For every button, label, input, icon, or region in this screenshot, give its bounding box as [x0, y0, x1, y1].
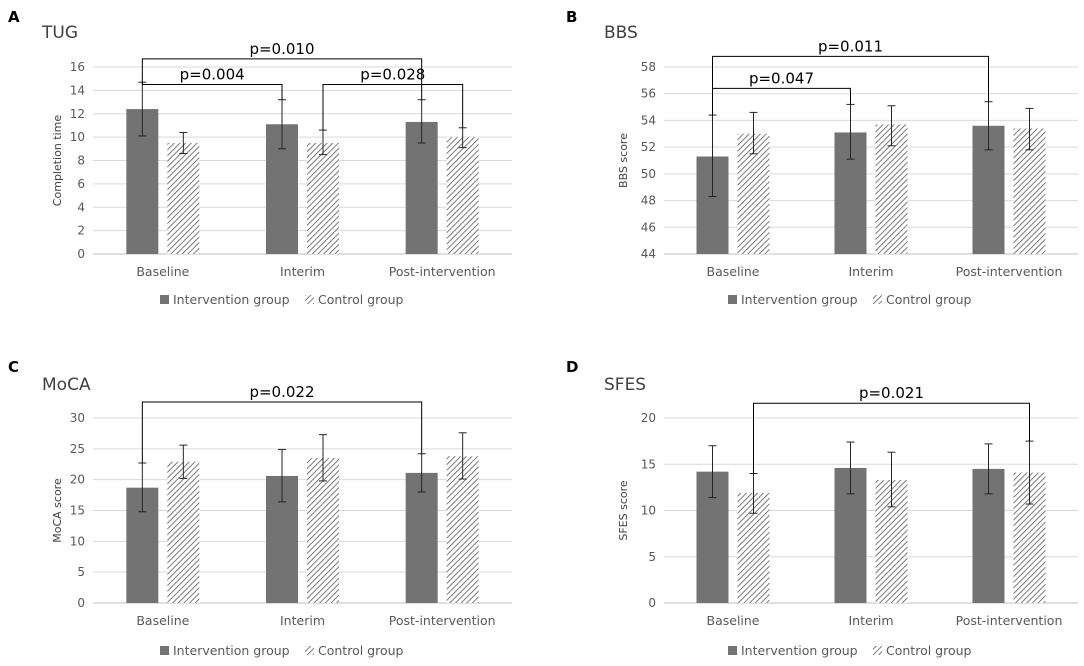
legend-swatch-intervention	[160, 646, 169, 655]
legend-swatch-control	[873, 646, 882, 655]
y-tick-label: 10	[641, 504, 656, 518]
x-tick-label: Baseline	[707, 264, 760, 279]
p-value-label: p=0.021	[859, 384, 924, 402]
y-tick-label: 15	[70, 504, 85, 518]
x-tick-label: Post-intervention	[389, 613, 496, 628]
y-tick-label: 5	[648, 550, 656, 564]
y-tick-label: 20	[70, 473, 85, 487]
y-tick-label: 6	[77, 177, 85, 191]
x-tick-label: Post-intervention	[956, 613, 1063, 628]
legend-label-intervention: Intervention group	[173, 643, 290, 658]
significance-bracket	[141, 58, 423, 100]
x-tick-label: Post-intervention	[389, 264, 496, 279]
significance-bracket	[712, 55, 989, 116]
bar-control	[167, 142, 200, 254]
y-tick-label: 10	[70, 130, 85, 144]
y-tick-label: 10	[70, 534, 85, 548]
significance-bracket	[712, 87, 851, 116]
bar-control	[167, 461, 200, 603]
y-tick-label: 50	[641, 167, 656, 181]
legend-label-intervention: Intervention group	[741, 292, 858, 307]
x-tick-label: Interim	[849, 613, 894, 628]
y-tick-label: 54	[641, 113, 656, 127]
x-tick-label: Baseline	[136, 613, 189, 628]
panel-letter: D	[566, 358, 578, 376]
y-tick-label: 15	[641, 457, 656, 471]
chart-panel-c: C MoCA 0 5 10 15 20 25 30 MoCA score Baseline Inter…	[8, 358, 512, 658]
y-tick-label: 30	[70, 411, 85, 425]
chart-title: TUG	[41, 23, 78, 43]
y-axis-title: BBS score	[617, 133, 630, 188]
significance-bracket	[753, 402, 1030, 474]
y-axis-title: MoCA score	[51, 478, 64, 543]
y-tick-label: 20	[641, 411, 656, 425]
legend-label-control: Control group	[318, 643, 404, 658]
p-value-label: p=0.011	[818, 37, 883, 55]
y-tick-label: 44	[641, 247, 656, 261]
x-tick-label: Post-intervention	[956, 264, 1063, 279]
panel-letter: C	[8, 358, 19, 376]
legend-swatch-intervention	[728, 295, 737, 304]
chart-title: MoCA	[42, 375, 91, 395]
bar-control	[307, 458, 339, 603]
legend-swatch-intervention	[728, 646, 737, 655]
chart-panel-d: D SFES 0 5 10 15 20 SFES score Baseline Interim Po…	[566, 358, 1078, 658]
y-tick-label: 52	[641, 140, 656, 154]
x-tick-label: Interim	[280, 264, 325, 279]
legend-swatch-control	[873, 295, 882, 304]
y-tick-label: 16	[70, 60, 85, 74]
chart-panel-b: B BBS 44 46 48 50 52 54 56 58 BBS score Baseline Int…	[566, 8, 1078, 307]
y-tick-label: 4	[77, 200, 85, 214]
chart-title: SFES	[604, 375, 646, 395]
significance-bracket	[141, 401, 423, 464]
y-tick-label: 0	[77, 247, 85, 261]
chart-title: BBS	[604, 23, 638, 43]
legend-label-intervention: Intervention group	[741, 643, 858, 658]
significance-bracket	[322, 84, 464, 131]
x-tick-label: Baseline	[707, 613, 760, 628]
legend-label-control: Control group	[318, 292, 404, 307]
legend-swatch-intervention	[160, 295, 169, 304]
x-tick-label: Interim	[849, 264, 894, 279]
y-tick-label: 56	[641, 87, 656, 101]
y-axis-title: Completion time	[51, 115, 64, 207]
bar-control	[307, 142, 339, 254]
y-tick-label: 46	[641, 220, 656, 234]
y-tick-label: 25	[70, 442, 85, 456]
legend-swatch-control	[305, 646, 314, 655]
x-tick-label: Baseline	[136, 264, 189, 279]
legend-label-intervention: Intervention group	[173, 292, 290, 307]
panel-letter: B	[566, 8, 577, 26]
legend-label-control: Control group	[886, 643, 972, 658]
y-tick-label: 12	[70, 107, 85, 121]
p-value-label: p=0.047	[749, 69, 814, 87]
y-tick-label: 0	[77, 596, 85, 610]
bar-intervention	[405, 472, 438, 603]
panel-letter: A	[8, 8, 20, 26]
y-tick-label: 0	[648, 596, 656, 610]
legend-label-control: Control group	[886, 292, 972, 307]
bar-control	[446, 456, 479, 603]
y-tick-label: 5	[77, 565, 85, 579]
p-value-label: p=0.004	[180, 66, 245, 84]
bar-intervention	[405, 121, 438, 255]
y-tick-label: 2	[77, 224, 85, 238]
p-value-label: p=0.022	[249, 383, 314, 401]
y-tick-label: 8	[77, 154, 85, 168]
p-value-label: p=0.028	[360, 66, 425, 84]
y-axis-title: SFES score	[617, 480, 630, 541]
bar-control	[446, 137, 479, 254]
y-tick-label: 14	[70, 83, 85, 97]
significance-bracket	[141, 82, 283, 100]
y-tick-label: 48	[641, 194, 656, 208]
y-tick-label: 58	[641, 60, 656, 74]
x-tick-label: Interim	[280, 613, 325, 628]
chart-panel-a: A TUG 0 2 4 6 8 10 12 14 16 Completion time Baseline…	[8, 8, 512, 307]
p-value-label: p=0.010	[249, 40, 314, 58]
legend-swatch-control	[305, 295, 314, 304]
